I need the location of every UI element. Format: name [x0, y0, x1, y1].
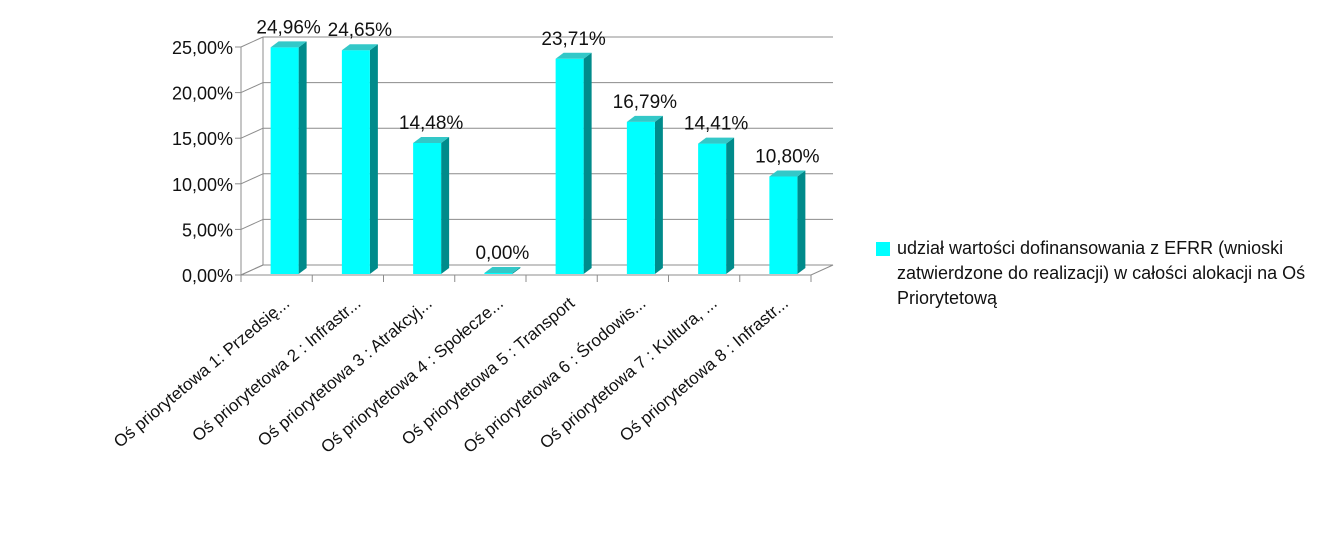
data-label: 10,80%: [755, 147, 820, 168]
bar-chart: 0,00% 5,00% 10,00% 15,00% 20,00% 25,00% Oś pr…: [110, 17, 834, 457]
y-tick-label: 0,00%: [182, 266, 233, 286]
y-tick-label: 10,00%: [172, 175, 233, 195]
bar-top: [484, 267, 521, 273]
bar-front: [769, 176, 798, 274]
bar: [341, 44, 378, 274]
legend-swatch: [876, 242, 890, 256]
bar: [270, 41, 307, 274]
gridline-depth: [240, 82, 264, 94]
chart-axes: [235, 37, 834, 282]
bar-side: [654, 115, 663, 274]
y-tick-label: 5,00%: [182, 220, 233, 240]
data-label: 24,65%: [328, 20, 393, 41]
legend-label: udział wartości dofinansowania z EFRR (w…: [897, 238, 1306, 308]
bar-front: [484, 273, 513, 274]
bar-top: [341, 44, 378, 51]
x-axis-tick-labels: Oś priorytetowa 1: Przedsię...Oś prioryt…: [110, 293, 792, 457]
bar-side: [583, 52, 592, 274]
bar: [484, 267, 521, 274]
bar-front: [626, 121, 655, 274]
gridline-depth: [240, 36, 264, 48]
bar: [555, 52, 592, 274]
gridline-depth: [240, 218, 264, 230]
bar-top: [270, 41, 307, 48]
bar: [626, 115, 663, 274]
chart-floor: [240, 264, 834, 276]
bar-side: [441, 136, 450, 274]
bar-front: [555, 58, 584, 274]
bar-top: [698, 137, 735, 144]
y-axis-tick-labels: 0,00% 5,00% 10,00% 15,00% 20,00% 25,00%: [172, 38, 233, 286]
bar-front: [413, 142, 442, 274]
bar: [769, 170, 806, 274]
bar-side: [797, 170, 806, 274]
bar-side: [512, 267, 521, 274]
chart-gridlines: [240, 36, 833, 276]
data-label: 14,41%: [684, 114, 749, 135]
bar-front: [270, 47, 299, 274]
bar-side: [369, 44, 378, 274]
bar: [698, 137, 735, 274]
bar-top: [769, 170, 806, 177]
data-label: 24,96%: [256, 17, 321, 38]
bar: [413, 136, 450, 274]
gridline-depth: [240, 173, 264, 185]
data-label: 23,71%: [541, 29, 606, 50]
y-tick-label: 25,00%: [172, 38, 233, 58]
bar-front: [341, 50, 370, 274]
bar-top: [626, 115, 663, 122]
bar-top: [413, 136, 450, 143]
data-label: 14,48%: [399, 113, 464, 134]
data-label: 16,79%: [613, 92, 678, 113]
chart-legend: udział wartości dofinansowania z EFRR (w…: [876, 236, 1321, 311]
data-labels: 24,96% 24,65% 14,48% 0,00% 23,71% 16,79% 14,41…: [256, 17, 819, 264]
gridline-depth: [240, 127, 264, 139]
bar-top: [555, 52, 592, 59]
bar-side: [726, 137, 735, 274]
y-tick-label: 20,00%: [172, 84, 233, 104]
bar-front: [698, 143, 727, 274]
data-label: 0,00%: [475, 243, 529, 264]
y-tick-label: 15,00%: [172, 129, 233, 149]
bar-side: [298, 41, 307, 274]
chart-bars: [270, 41, 806, 274]
